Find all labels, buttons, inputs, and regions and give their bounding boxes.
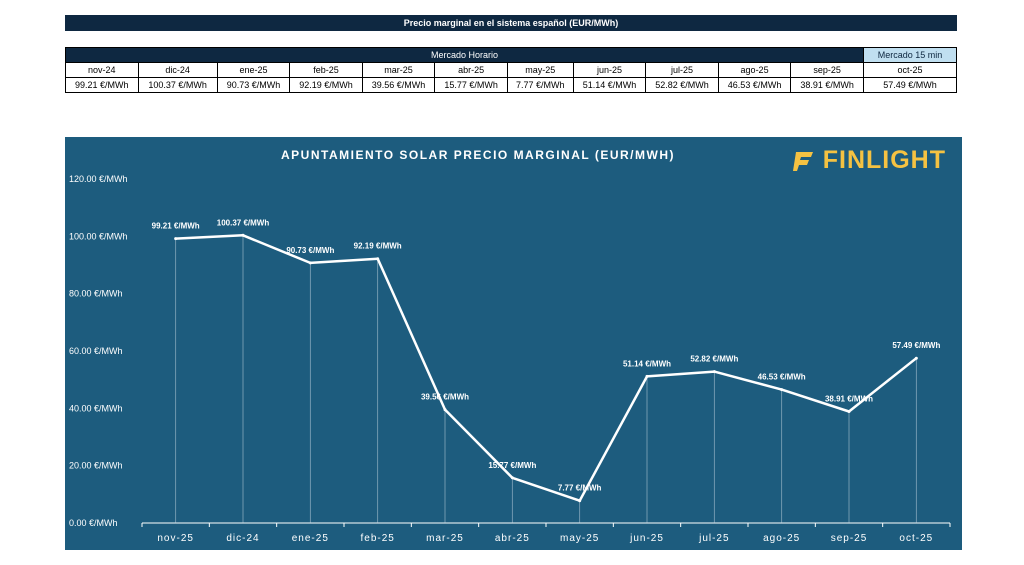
month-cell: ago-25 — [717, 62, 792, 78]
x-tick-label: may-25 — [560, 533, 599, 544]
price-cell: 15.77 €/MWh — [434, 77, 508, 93]
table-title: Precio marginal en el sistema español (E… — [65, 15, 957, 31]
price-cell: 52.82 €/MWh — [645, 77, 719, 93]
month-cell: ene-25 — [216, 62, 291, 78]
data-point — [914, 356, 918, 360]
y-tick-label: 100.00 €/MWh — [69, 231, 128, 241]
chart-title: APUNTAMIENTO SOLAR PRECIO MARGINAL (EUR/… — [281, 148, 675, 162]
y-tick-label: 40.00 €/MWh — [69, 403, 123, 413]
month-cell: feb-25 — [289, 62, 363, 78]
y-tick-label: 0.00 €/MWh — [69, 518, 118, 528]
brand-name: FINLIGHT — [822, 146, 946, 174]
month-cell: abr-25 — [434, 62, 508, 78]
brand-logo: FINLIGHT — [792, 146, 946, 175]
price-cell: 46.53 €/MWh — [717, 77, 792, 93]
y-tick-label: 80.00 €/MWh — [69, 289, 123, 299]
data-point — [780, 388, 784, 392]
price-cell: 90.73 €/MWh — [216, 77, 291, 93]
month-cell: dic-24 — [137, 62, 218, 78]
y-tick-label: 60.00 €/MWh — [69, 346, 123, 356]
x-tick-label: ago-25 — [763, 533, 800, 544]
price-row: 99.21 €/MWh 100.37 €/MWh 90.73 €/MWh 92.19 … — [65, 77, 957, 93]
data-label: 38.91 €/MWh — [825, 394, 873, 403]
price-cell: 39.56 €/MWh — [361, 77, 436, 93]
data-point — [376, 257, 380, 261]
data-point — [443, 408, 447, 412]
finlight-logo-icon — [792, 151, 813, 171]
x-tick-label: jun-25 — [629, 533, 664, 544]
data-label: 90.73 €/MWh — [286, 246, 334, 255]
group-hourly-header: Mercado Horario — [65, 47, 864, 63]
month-cell: sep-25 — [790, 62, 864, 78]
data-point — [174, 237, 178, 241]
data-point — [578, 499, 582, 503]
month-cell: mar-25 — [361, 62, 436, 78]
data-point — [712, 370, 716, 374]
y-tick-label: 20.00 €/MWh — [69, 461, 123, 471]
y-tick-label: 120.00 €/MWh — [69, 174, 128, 184]
price-cell: 7.77 €/MWh — [506, 77, 574, 93]
x-tick-label: jul-25 — [698, 533, 729, 544]
x-tick-label: feb-25 — [360, 533, 394, 544]
month-cell: nov-24 — [65, 62, 139, 78]
data-point — [847, 409, 851, 413]
month-row: nov-24 dic-24 ene-25 feb-25 mar-25 abr-25 may-… — [65, 62, 957, 78]
month-cell: may-25 — [506, 62, 574, 78]
price-cell: 57.49 €/MWh — [863, 77, 957, 93]
series-line — [175, 234, 918, 502]
price-cell: 51.14 €/MWh — [572, 77, 647, 93]
price-cell: 99.21 €/MWh — [65, 77, 139, 93]
x-tick-label: dic-24 — [226, 533, 259, 544]
data-label: 52.82 €/MWh — [690, 355, 738, 364]
data-label: 39.56 €/MWh — [421, 393, 469, 402]
x-tick-label: nov-25 — [157, 533, 194, 544]
data-point — [510, 476, 514, 480]
chart-panel: APUNTAMIENTO SOLAR PRECIO MARGINAL (EUR/… — [65, 137, 962, 550]
data-label: 92.19 €/MWh — [354, 242, 402, 251]
price-cell: 100.37 €/MWh — [137, 77, 218, 93]
price-table: Mercado Horario Mercado 15 min nov-24 dic… — [65, 47, 957, 93]
month-cell: jun-25 — [572, 62, 647, 78]
data-label: 57.49 €/MWh — [892, 341, 940, 350]
data-point — [308, 261, 312, 265]
data-label: 100.37 €/MWh — [217, 218, 270, 227]
line-chart: APUNTAMIENTO SOLAR PRECIO MARGINAL (EUR/… — [69, 148, 951, 544]
price-cell: 92.19 €/MWh — [289, 77, 363, 93]
table-group-header-row: Mercado Horario Mercado 15 min — [65, 47, 957, 63]
data-label: 46.53 €/MWh — [758, 373, 806, 382]
data-label: 7.77 €/MWh — [558, 484, 602, 493]
price-cell: 38.91 €/MWh — [790, 77, 864, 93]
x-tick-label: ene-25 — [292, 533, 329, 544]
x-tick-label: oct-25 — [899, 533, 933, 544]
x-tick-label: mar-25 — [426, 533, 464, 544]
data-label: 99.21 €/MWh — [152, 222, 200, 231]
month-cell: jul-25 — [645, 62, 719, 78]
month-cell: oct-25 — [863, 62, 957, 78]
x-tick-label: sep-25 — [831, 533, 868, 544]
group-15min-header: Mercado 15 min — [863, 47, 957, 63]
data-label: 51.14 €/MWh — [623, 359, 671, 368]
x-tick-label: abr-25 — [495, 533, 530, 544]
data-label: 15.77 €/MWh — [488, 461, 536, 470]
data-point — [645, 374, 649, 378]
data-point — [241, 233, 245, 237]
